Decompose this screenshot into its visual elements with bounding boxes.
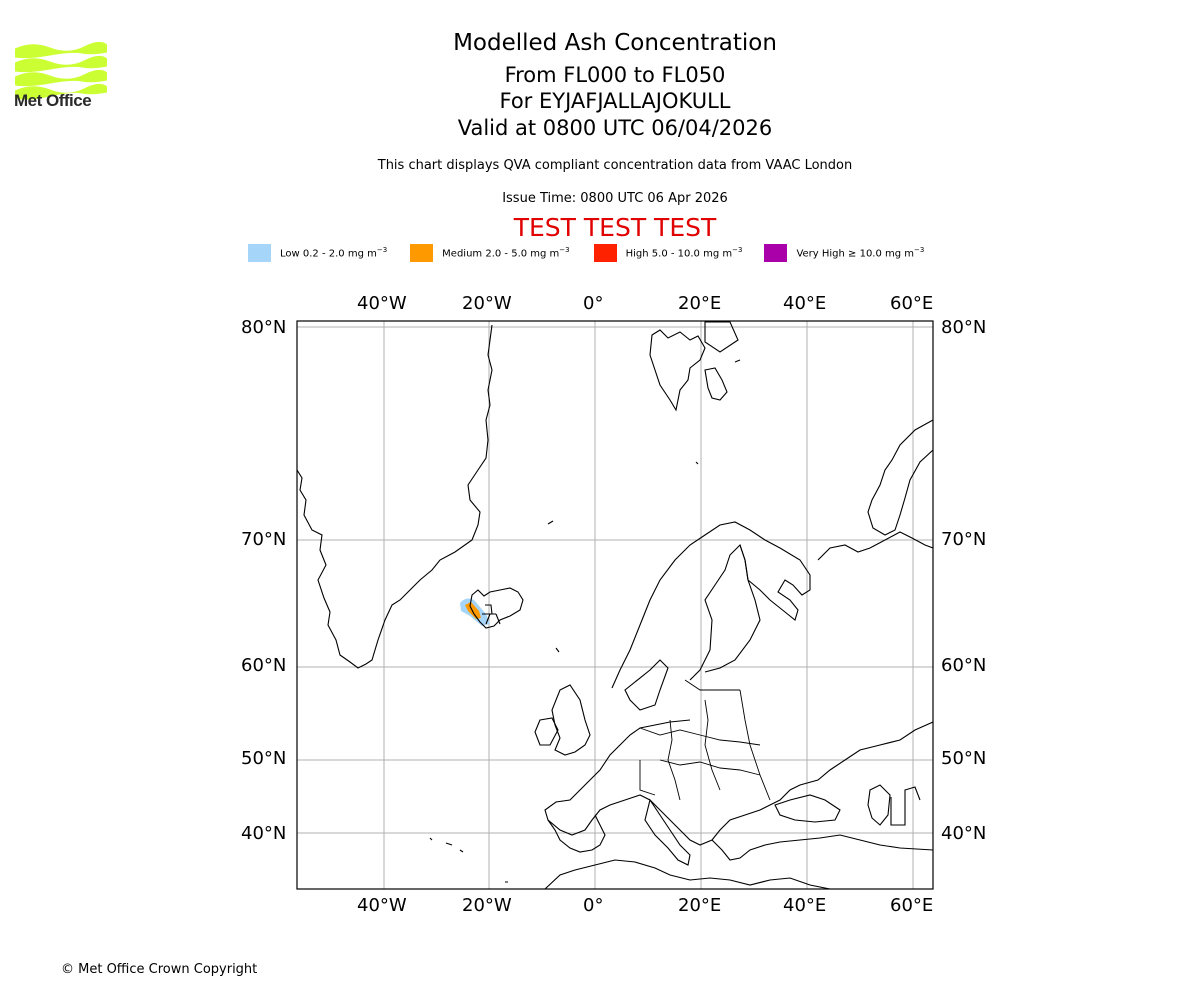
- flight-levels: From FL000 to FL050: [504, 63, 726, 87]
- concentration-legend: Low 0.2 - 2.0 mg m−3 Medium 2.0 - 5.0 mg…: [248, 244, 924, 262]
- lat-tick-left-50n: 50°N: [241, 748, 287, 769]
- test-banner: TEST TEST TEST: [513, 213, 717, 242]
- lat-tick-right-80n: 80°N: [941, 317, 987, 338]
- lat-tick-right-50n: 50°N: [941, 748, 987, 769]
- legend-item-low: Low 0.2 - 2.0 mg m−3: [248, 244, 387, 262]
- legend-label-very-high: Very High ≥ 10.0 mg m: [796, 248, 915, 260]
- legend-label-low: Low 0.2 - 2.0 mg m: [280, 248, 377, 260]
- legend-item-very-high: Very High ≥ 10.0 mg m−3: [764, 244, 924, 262]
- legend-label-medium: Medium 2.0 - 5.0 mg m: [442, 248, 560, 260]
- lon-tick-top-40e: 40°E: [783, 293, 827, 314]
- lon-tick-bottom-0: 0°: [583, 895, 604, 916]
- lat-tick-left-40n: 40°N: [241, 823, 287, 844]
- lon-tick-top-0: 0°: [583, 293, 604, 314]
- legend-item-high: High 5.0 - 10.0 mg m−3: [593, 244, 742, 262]
- lat-tick-left-70n: 70°N: [241, 529, 287, 550]
- volcano-name: For EYJAFJALLAJOKULL: [499, 89, 731, 113]
- legend-item-medium: Medium 2.0 - 5.0 mg m−3: [410, 244, 570, 262]
- map-frame: [296, 320, 934, 890]
- very-high-swatch: [764, 244, 788, 262]
- coastlines: [297, 321, 933, 889]
- medium-swatch: [410, 244, 434, 262]
- lon-tick-bottom-40e: 40°E: [783, 895, 827, 916]
- lat-tick-left-80n: 80°N: [241, 317, 287, 338]
- low-swatch: [248, 244, 271, 262]
- lon-tick-bottom-60e: 60°E: [890, 895, 934, 916]
- lat-tick-right-40n: 40°N: [941, 823, 987, 844]
- lon-tick-top-60e: 60°E: [890, 293, 934, 314]
- lon-tick-top-40w: 40°W: [357, 293, 407, 314]
- map-content: [297, 321, 933, 889]
- lon-tick-top-20w: 20°W: [462, 293, 512, 314]
- lon-tick-top-20e: 20°E: [678, 293, 722, 314]
- chart-title: Modelled Ash Concentration: [453, 30, 777, 56]
- high-swatch: [593, 244, 617, 262]
- chart-description: This chart displays QVA compliant concen…: [377, 158, 853, 173]
- lon-tick-bottom-20e: 20°E: [678, 895, 722, 916]
- valid-time: Valid at 0800 UTC 06/04/2026: [457, 116, 773, 140]
- lat-tick-right-70n: 70°N: [941, 529, 987, 550]
- lon-tick-bottom-40w: 40°W: [357, 895, 407, 916]
- lat-tick-right-60n: 60°N: [941, 655, 987, 676]
- lon-tick-bottom-20w: 20°W: [462, 895, 512, 916]
- met-office-logo-text: Met Office: [14, 91, 92, 110]
- issue-time: Issue Time: 0800 UTC 06 Apr 2026: [502, 191, 728, 206]
- lat-tick-left-60n: 60°N: [241, 655, 287, 676]
- copyright-notice: © Met Office Crown Copyright: [61, 962, 258, 977]
- ash-plume: [460, 598, 490, 626]
- met-office-logo-waves-icon: [15, 41, 107, 100]
- legend-label-high: High 5.0 - 10.0 mg m: [625, 248, 733, 260]
